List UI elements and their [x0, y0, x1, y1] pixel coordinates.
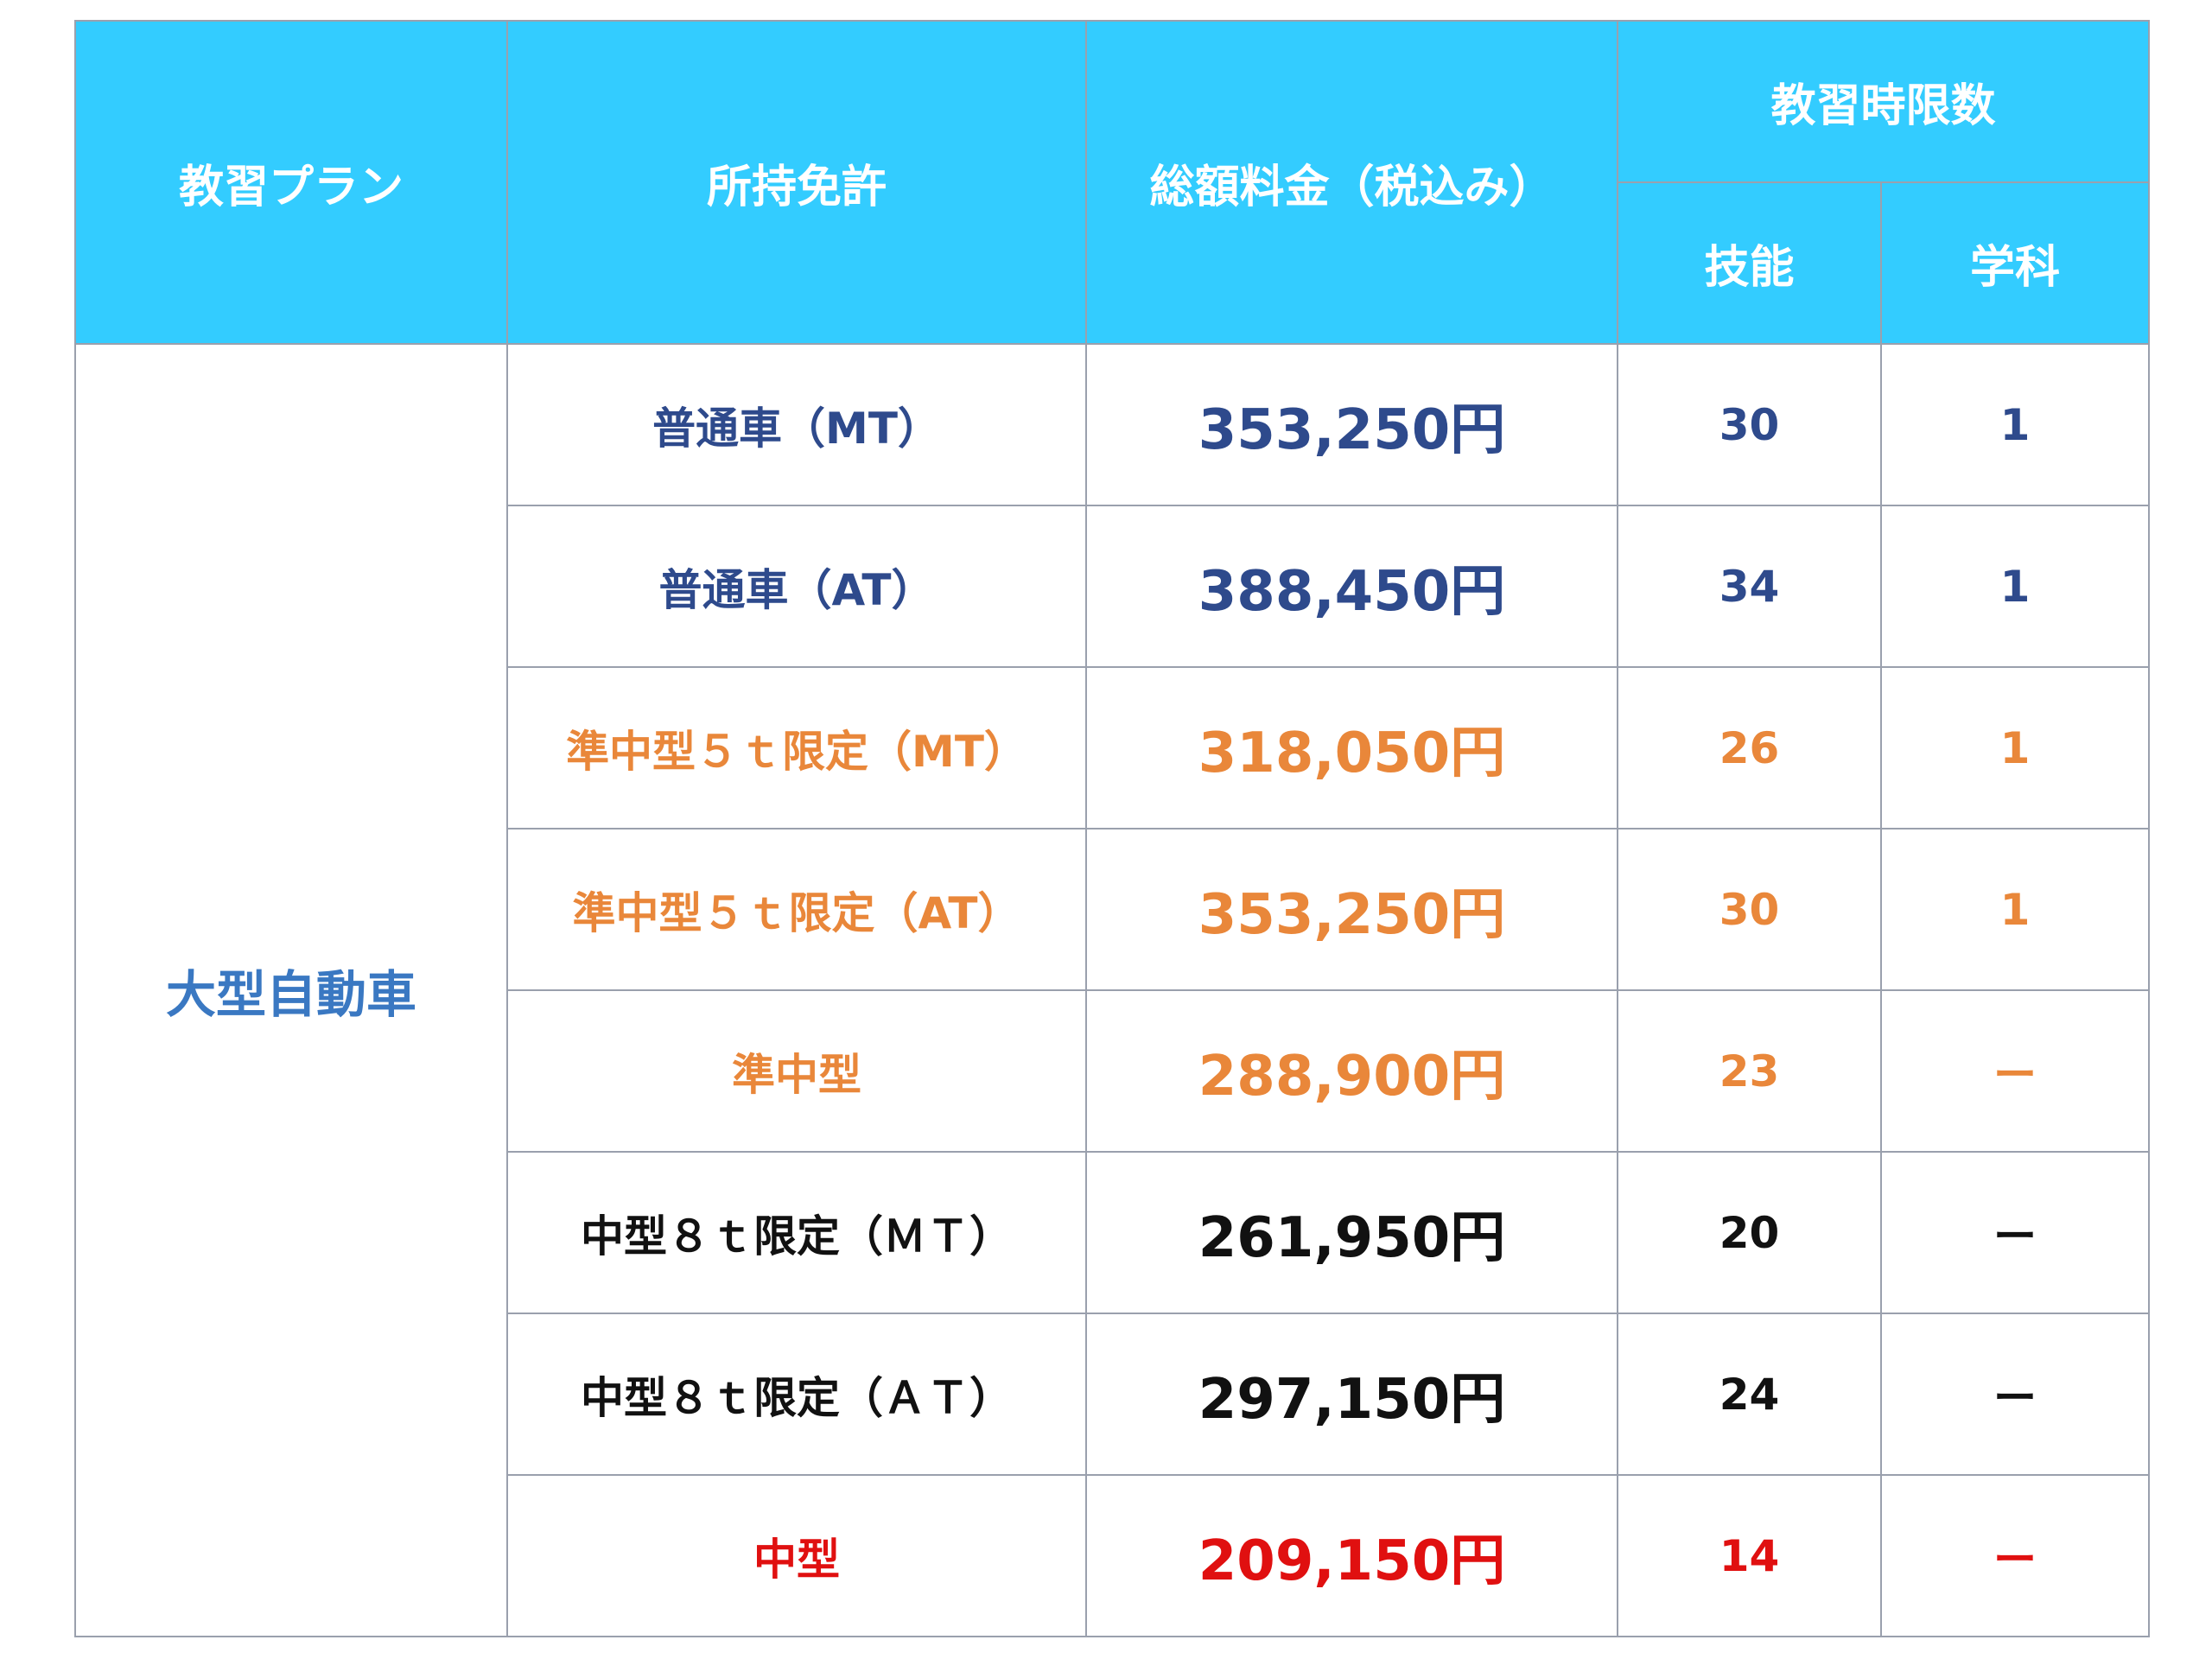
table-row: 大型自動車 普通車（MT） 353,250円 30 1 [74, 343, 2151, 1637]
license-cell: 中型 [506, 1474, 1087, 1637]
table-row: 中型 209,150円 14 ー [75, 1474, 2151, 1637]
skill-hours-cell: 30 [1617, 828, 1882, 991]
academic-hours-cell: ー [1879, 989, 2151, 1153]
table-header: 教習プラン 所持免許 総額料金（税込み） 教習時限数 技能 学科 [74, 20, 2151, 345]
license-cell: 普通車（AT） [506, 505, 1087, 668]
price-cell: 261,950円 [1085, 1151, 1618, 1314]
academic-hours-cell: 1 [1879, 828, 2151, 991]
plan-name: 大型自動車 [74, 343, 508, 1637]
academic-hours-cell: 1 [1879, 505, 2151, 668]
table-row: 普通車（AT） 388,450円 34 1 [75, 505, 2151, 668]
skill-hours-cell: 20 [1617, 1151, 1882, 1314]
license-cell: 中型８ｔ限定（ＭＴ） [506, 1151, 1087, 1314]
table-row: 準中型５ｔ限定（AT） 353,250円 30 1 [75, 828, 2151, 991]
skill-hours-cell: 26 [1617, 666, 1882, 830]
price-cell: 288,900円 [1085, 989, 1618, 1153]
price-cell: 297,150円 [1085, 1313, 1618, 1476]
table-body: 大型自動車 普通車（MT） 353,250円 30 1 普通車（AT） 388,… [74, 343, 2151, 1637]
price-cell: 353,250円 [1085, 343, 1618, 506]
skill-hours-cell: 34 [1617, 505, 1882, 668]
academic-hours-cell: ー [1879, 1474, 2151, 1637]
license-cell: 準中型５ｔ限定（AT） [506, 828, 1087, 991]
academic-hours-cell: 1 [1879, 666, 2151, 830]
price-cell: 318,050円 [1085, 666, 1618, 830]
skill-hours-cell: 14 [1617, 1474, 1882, 1637]
price-cell: 353,250円 [1085, 828, 1618, 991]
license-cell: 準中型５ｔ限定（MT） [506, 666, 1087, 830]
header-skill: 技能 [1617, 181, 1882, 345]
skill-hours-cell: 24 [1617, 1313, 1882, 1476]
table-row: 準中型５ｔ限定（MT） 318,050円 26 1 [75, 666, 2151, 830]
academic-hours-cell: 1 [1879, 343, 2151, 506]
header-hours: 教習時限数 [1616, 20, 2151, 183]
table-row: 中型８ｔ限定（ＡＴ） 297,150円 24 ー [75, 1313, 2151, 1476]
header-total-fee: 総額料金（税込み） [1085, 20, 1618, 345]
license-cell: 準中型 [506, 989, 1087, 1153]
license-cell: 普通車（MT） [506, 343, 1087, 506]
license-cell: 中型８ｔ限定（ＡＴ） [506, 1313, 1087, 1476]
academic-hours-cell: ー [1879, 1313, 2151, 1476]
price-cell: 388,450円 [1085, 505, 1618, 668]
table-row: 準中型 288,900円 23 ー [75, 989, 2151, 1153]
header-academic: 学科 [1879, 181, 2151, 345]
header-license: 所持免許 [506, 20, 1087, 345]
price-cell: 209,150円 [1085, 1474, 1618, 1637]
header-plan: 教習プラン [74, 20, 508, 345]
table-row: 中型８ｔ限定（ＭＴ） 261,950円 20 ー [75, 1151, 2151, 1314]
academic-hours-cell: ー [1879, 1151, 2151, 1314]
fee-table: 教習プラン 所持免許 総額料金（税込み） 教習時限数 技能 学科 大型自動車 普… [74, 20, 2151, 1637]
skill-hours-cell: 23 [1617, 989, 1882, 1153]
skill-hours-cell: 30 [1617, 343, 1882, 506]
